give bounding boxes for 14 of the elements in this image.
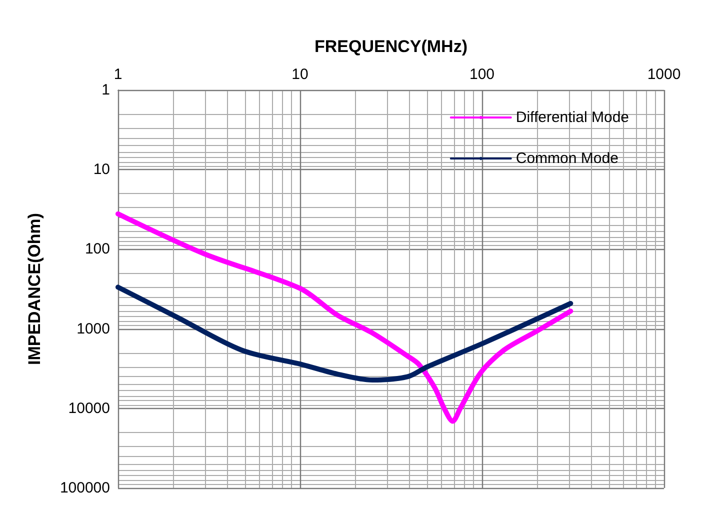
x-tick-label: 100 [469,66,495,83]
y-tick-label: 1000 [76,320,110,338]
y-tick-label: 1 [102,82,110,98]
legend-label: Common Mode [516,150,618,167]
y-tick-label: 10 [93,161,110,178]
x-tick-label: 1 [114,66,122,83]
y-tick-label: 100000 [60,480,110,496]
x-tick-label: 1000 [647,66,681,83]
y-tick-label: 10000 [68,400,110,417]
x-tick-label: 10 [292,66,308,83]
legend-label: Differential Mode [516,109,630,126]
y-axis-title: IMPEDANCE(Ohm) [25,212,44,366]
x-axis-title: FREQUENCY(MHz) [314,37,468,56]
y-tick-label: 100 [84,240,110,258]
